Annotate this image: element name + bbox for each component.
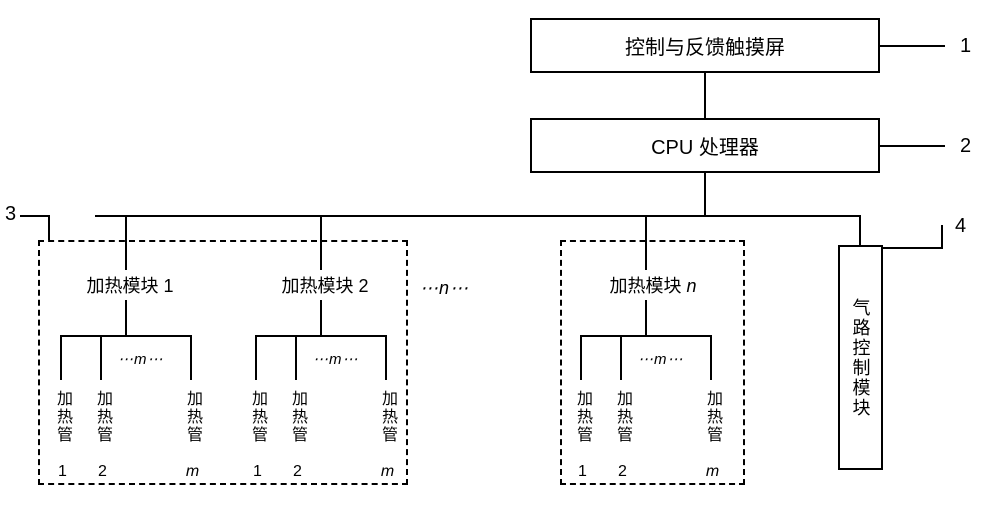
m1-t2	[100, 335, 102, 380]
m2-tube-1: 加热管 1	[245, 390, 269, 482]
ellipsis-n: n	[439, 278, 450, 298]
m1-tm	[190, 335, 192, 380]
module-n-var: n	[687, 276, 697, 296]
gas-module-label: 气路控制模块	[848, 298, 874, 418]
callout-3: 3	[5, 203, 16, 226]
ellipsis-text: ⋯	[420, 278, 439, 298]
mn-ellipsis: ⋯m⋯	[638, 350, 684, 368]
callout-4: 4	[955, 215, 966, 238]
mn-tube-1-label: 加热管	[574, 390, 591, 444]
module-1-label: 加热模块 1	[80, 272, 180, 298]
callout-4-line-v	[941, 225, 943, 249]
mn-down	[645, 300, 647, 335]
mn-tm	[710, 335, 712, 380]
touchscreen-box: 控制与反馈触摸屏	[530, 18, 880, 73]
mn-tube-m-num: m	[704, 463, 721, 482]
cpu-label: CPU 处理器	[651, 131, 759, 160]
m1-tube-m-num: m	[184, 463, 201, 482]
conn-cpu-bus	[704, 173, 706, 215]
m1-tube-m-label: 加热管	[184, 390, 201, 444]
conn-ts-cpu	[704, 73, 706, 118]
m2-down	[320, 300, 322, 335]
callout-2-line	[880, 145, 945, 147]
mn-tube-2: 加热管 2	[610, 390, 634, 482]
mn-tube-2-label: 加热管	[614, 390, 631, 444]
m2-tube-2: 加热管 2	[285, 390, 309, 482]
drop-gas	[859, 215, 861, 245]
m2-t2	[295, 335, 297, 380]
ellipsis-modules: ⋯n⋯	[420, 278, 469, 299]
m2-tube-2-label: 加热管	[289, 390, 306, 444]
m2-tube-1-label: 加热管	[249, 390, 266, 444]
callout-3-line-h	[20, 215, 50, 217]
m1-tube-m: 加热管 m	[180, 390, 204, 482]
m1-tube-2: 加热管 2	[90, 390, 114, 482]
mn-ellipsis-m: m	[654, 351, 668, 368]
m2-tube-m: 加热管 m	[375, 390, 399, 482]
callout-2: 2	[960, 135, 971, 158]
bus-line	[95, 215, 860, 217]
m2-t1	[255, 335, 257, 380]
mn-bus	[580, 335, 710, 337]
callout-3-line-v	[48, 215, 50, 240]
module-1-text: 加热模块 1	[86, 272, 173, 298]
mn-tube-m: 加热管 m	[700, 390, 724, 482]
m2-tube-1-num: 1	[249, 463, 266, 482]
m1-tube-2-num: 2	[94, 463, 111, 482]
m1-tube-2-label: 加热管	[94, 390, 111, 444]
module-2-label: 加热模块 2	[275, 272, 375, 298]
mn-tube-1-num: 1	[574, 463, 591, 482]
m1-ellipsis: ⋯m⋯	[118, 350, 164, 368]
callout-1: 1	[960, 35, 971, 58]
m1-t1	[60, 335, 62, 380]
module-n-label: 加热模块 n	[598, 272, 708, 298]
m1-tube-1-label: 加热管	[54, 390, 71, 444]
module-n-text: 加热模块	[609, 276, 681, 296]
ellipsis-text2: ⋯	[450, 278, 469, 298]
module-2-text: 加热模块 2	[281, 272, 368, 298]
cpu-box: CPU 处理器	[530, 118, 880, 173]
mn-tube-m-label: 加热管	[704, 390, 721, 444]
m2-bus	[255, 335, 385, 337]
m1-tube-1: 加热管 1	[50, 390, 74, 482]
m1-ellipsis-m: m	[134, 351, 148, 368]
gas-module-box: 气路控制模块	[838, 245, 883, 470]
m2-ellipsis-m: m	[329, 351, 343, 368]
mn-t1	[580, 335, 582, 380]
m2-ellipsis: ⋯m⋯	[313, 350, 359, 368]
m1-down	[125, 300, 127, 335]
m1-tube-1-num: 1	[54, 463, 71, 482]
m2-tm	[385, 335, 387, 380]
callout-1-line	[880, 45, 945, 47]
mn-tube-2-num: 2	[614, 463, 631, 482]
m2-tube-m-label: 加热管	[379, 390, 396, 444]
m2-tube-2-num: 2	[289, 463, 306, 482]
m1-bus	[60, 335, 190, 337]
callout-4-line-h	[883, 247, 943, 249]
mn-tube-1: 加热管 1	[570, 390, 594, 482]
touchscreen-label: 控制与反馈触摸屏	[625, 31, 785, 60]
mn-t2	[620, 335, 622, 380]
m2-tube-m-num: m	[379, 463, 396, 482]
